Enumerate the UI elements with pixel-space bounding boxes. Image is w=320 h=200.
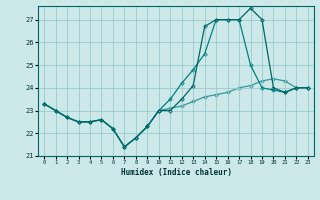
X-axis label: Humidex (Indice chaleur): Humidex (Indice chaleur) (121, 168, 231, 177)
